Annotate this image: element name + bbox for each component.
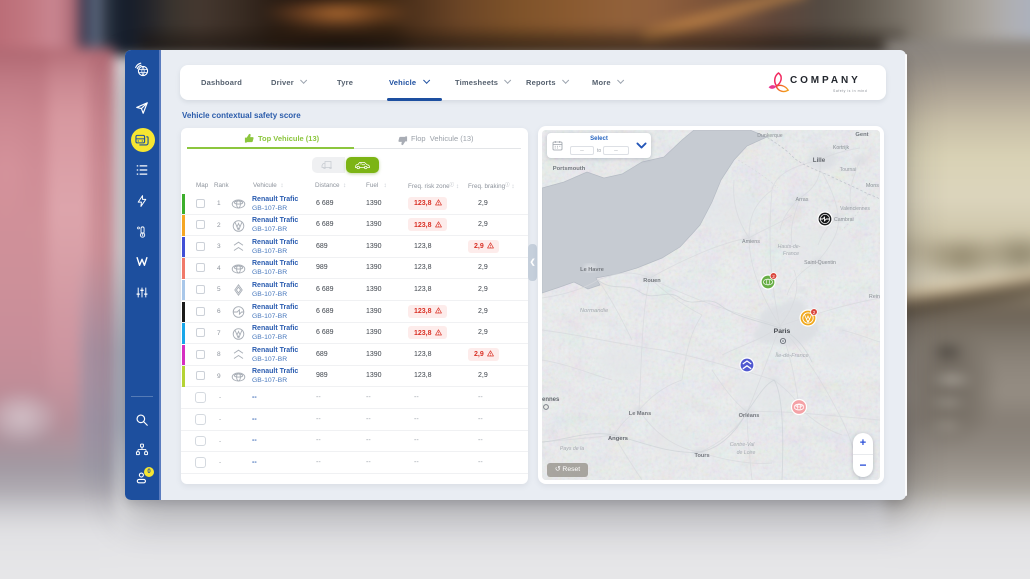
svg-text:Saint-Quentin: Saint-Quentin [804, 260, 836, 266]
svg-text:2: 2 [772, 274, 775, 279]
svg-text:Île-de-France: Île-de-France [775, 352, 808, 359]
svg-text:Pays de la: Pays de la [560, 446, 584, 452]
svg-text:Valenciennes: Valenciennes [840, 206, 870, 212]
svg-text:de Loire: de Loire [737, 450, 756, 456]
svg-text:Normandie: Normandie [580, 308, 609, 314]
svg-text:Centre-Val: Centre-Val [730, 442, 755, 448]
svg-text:2: 2 [813, 310, 816, 315]
svg-text:Cambrai: Cambrai [834, 217, 854, 223]
svg-text:Rein: Rein [869, 294, 880, 300]
svg-text:Mons: Mons [866, 183, 879, 189]
svg-text:Angers: Angers [608, 436, 628, 442]
svg-text:Amiens: Amiens [742, 239, 760, 245]
svg-text:Kortrijk: Kortrijk [833, 145, 850, 151]
svg-text:Portsmouth: Portsmouth [553, 166, 586, 172]
svg-text:Lille: Lille [813, 157, 826, 164]
svg-text:Paris: Paris [774, 328, 791, 335]
svg-text:Hauts-de-: Hauts-de- [778, 244, 801, 250]
svg-text:Tours: Tours [694, 453, 709, 459]
svg-text:Orléans: Orléans [739, 413, 760, 419]
svg-text:ennes: ennes [542, 397, 560, 403]
svg-text:Rouen: Rouen [643, 278, 661, 284]
svg-text:Le Havre: Le Havre [580, 267, 604, 273]
svg-text:Arras: Arras [796, 197, 809, 203]
svg-text:Dunkerque: Dunkerque [757, 133, 782, 139]
svg-text:Le Mans: Le Mans [629, 411, 651, 417]
svg-text:Gent: Gent [855, 132, 868, 138]
svg-text:Tournai: Tournai [840, 167, 856, 173]
svg-text:France: France [783, 251, 799, 257]
